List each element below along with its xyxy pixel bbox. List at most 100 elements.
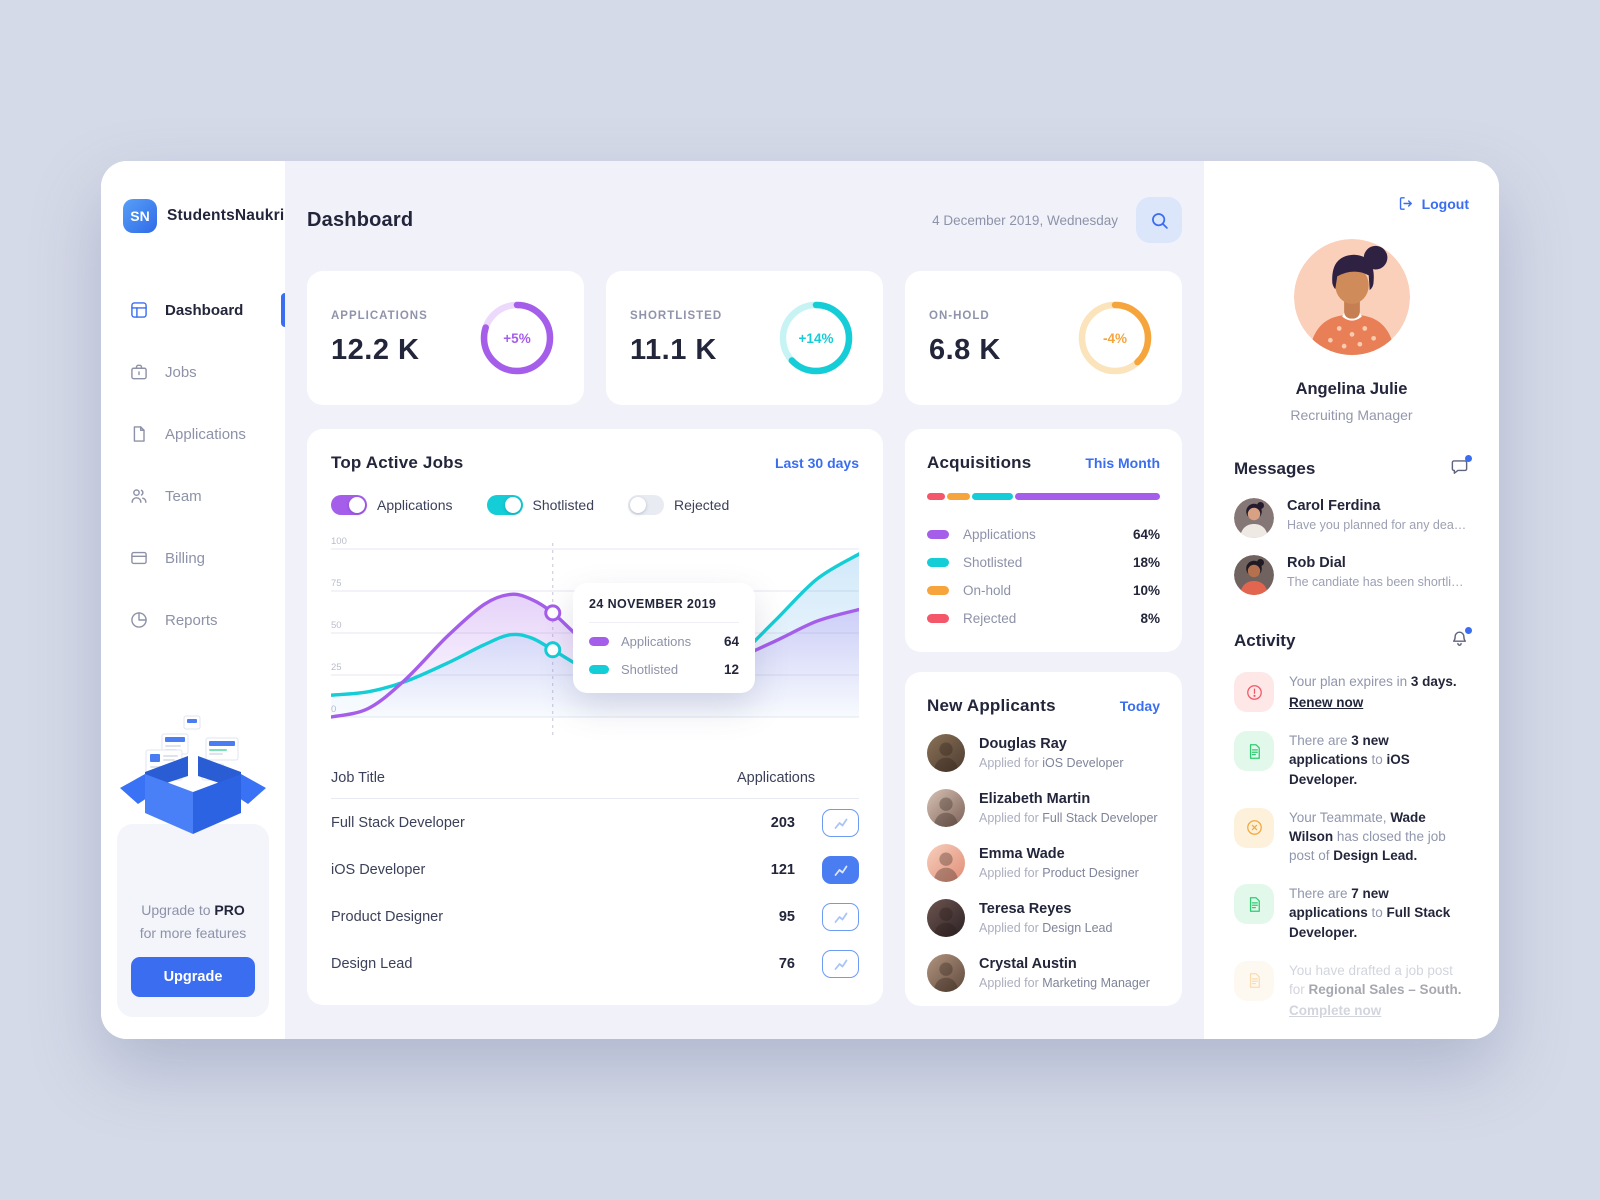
applicant-list-item[interactable]: Emma Wade Applied for Product Designer [927,844,1160,882]
activity-list: Your plan expires in 3 days. Renew now The… [1234,672,1469,1020]
message-preview: The candiate has been shortlisted... [1287,575,1469,589]
new-applicants-range-link[interactable]: Today [1119,698,1160,714]
stat-card-applications: APPLICATIONS 12.2 K +5% [307,271,584,405]
main-header: Dashboard 4 December 2019, Wednesday [307,197,1182,243]
activity-item: There are 7 new applications to Full Sta… [1234,884,1469,941]
chart-tooltip: 24 NOVEMBER 2019 Applications 64 Shotliste… [573,583,755,693]
new-applicants-list: Douglas Ray Applied for iOS Developer Eliz… [927,734,1160,992]
sidebar-item-applications[interactable]: Applications [101,403,285,465]
avatar [927,789,965,827]
stat-label: SHORTLISTED [630,309,723,322]
view-trend-button[interactable] [822,808,859,837]
applicant-list-item[interactable]: Douglas Ray Applied for iOS Developer [927,734,1160,772]
activity-text: There are 3 new applications to iOS Deve… [1289,733,1410,787]
message-list-item[interactable]: Rob Dial The candiate has been shortliste… [1234,555,1469,595]
document-icon [1249,973,1260,989]
col-job-title: Job Title [331,769,385,786]
applicant-name: Douglas Ray [979,736,1067,752]
page-title: Dashboard [307,208,414,231]
brand: SN StudentsNaukri [101,199,285,233]
sidebar-item-dashboard[interactable]: Dashboard [101,279,285,341]
jobs-range-link[interactable]: Last 30 days [774,455,859,471]
toggle-label: Applications [377,497,453,513]
new-applicants-title: New Applicants [927,696,1056,715]
sidebar-item-billing[interactable]: Billing [101,527,285,589]
applicant-list-item[interactable]: Crystal Austin Applied for Marketing Mana… [927,954,1160,992]
toggle-applications[interactable]: Applications [331,495,453,515]
jobs-table: Job Title Applications Full Stack Develope… [331,757,859,987]
sidebar-item-label: Billing [165,549,206,567]
upgrade-line1: Upgrade to PRO [141,902,245,918]
acquisitions-range-link[interactable]: This Month [1085,455,1160,471]
brand-logo-icon: SN [123,199,157,233]
view-trend-button[interactable] [822,855,859,884]
activity-icon-tile [1234,807,1274,848]
active-indicator [281,293,285,327]
upgrade-button[interactable]: Upgrade [131,957,255,997]
view-trend-button[interactable] [822,949,859,978]
toggle-switch[interactable] [486,495,523,515]
activity-text: There are 7 new applications to Full Sta… [1289,886,1451,940]
bar-segment-applications [1014,493,1160,500]
sidebar-item-team[interactable]: Team [101,465,285,527]
messages-title: Messages [1234,459,1316,478]
notification-dot [1465,455,1472,462]
legend-row-applications: Applications 64% [927,520,1160,548]
acquisitions-card: Acquisitions This Month Applications 64% S… [905,429,1182,652]
logout-button[interactable]: Logout [1397,195,1469,212]
toggle-rejected[interactable]: Rejected [627,495,730,515]
tooltip-row: Applications 64 [589,627,739,655]
pie-icon [131,612,147,628]
message-preview: Have you planned for any dealine... [1287,518,1469,532]
stat-label: APPLICATIONS [331,309,428,322]
messages-button[interactable] [1450,455,1472,481]
file-icon [133,426,145,442]
activity-notifications-button[interactable] [1450,627,1472,653]
view-trend-button[interactable] [822,902,859,931]
activity-title: Activity [1234,631,1296,650]
stat-value: 12.2 K [331,333,420,366]
right-sidebar: Logout [1204,161,1499,1039]
app-window: SN StudentsNaukri Dashboard Jobs Applicati… [101,161,1499,1039]
applicant-name: Elizabeth Martin [979,791,1091,807]
job-title: Full Stack Developer [331,814,465,831]
toggle-switch[interactable] [331,495,367,515]
avatar [927,899,965,937]
stat-delta: +5% [503,330,531,346]
sidebar-item-label: Reports [165,611,218,629]
activity-item: Your Teammate, Wade Wilson has closed th… [1234,807,1469,865]
applicant-applied-for: Applied for Product Designer [979,866,1139,880]
activity-link[interactable]: Complete now [1289,1003,1382,1019]
sidebar-item-label: Applications [165,425,246,443]
search-button[interactable] [1136,197,1182,243]
acquisitions-legend: Applications 64% Shotlisted 18% On-hold 10% Re… [927,520,1160,632]
message-list-item[interactable]: Carol Ferdina Have you planned for any de… [1234,498,1469,538]
sidebar-item-label: Jobs [165,363,197,381]
upgrade-section: Upgrade to PRO for more features Upgrade [117,715,269,1017]
sidebar-item-jobs[interactable]: Jobs [101,341,285,403]
stat-ring: -4% [1072,295,1158,381]
brand-name: StudentsNaukri [167,207,285,224]
toggle-shotlisted[interactable]: Shotlisted [486,495,594,515]
applicant-name: Teresa Reyes [979,901,1072,917]
applicant-list-item[interactable]: Teresa Reyes Applied for Design Lead [927,899,1160,937]
upgrade-line2: for more features [139,925,247,941]
applicant-name: Emma Wade [979,846,1065,862]
applicant-list-item[interactable]: Elizabeth Martin Applied for Full Stack D… [927,789,1160,827]
sidebar-item-label: Dashboard [165,301,244,319]
table-row: Full Stack Developer 203 [331,799,859,846]
sidebar-item-reports[interactable]: Reports [101,589,285,651]
toggle-label: Rejected [673,497,730,513]
left-sidebar: SN StudentsNaukri Dashboard Jobs Applicati… [101,161,285,1039]
toggle-switch[interactable] [627,495,664,515]
jobs-card-title: Top Active Jobs [331,453,464,472]
avatar [1234,498,1274,538]
card-icon [131,551,147,565]
job-title: Product Designer [331,908,444,925]
stat-value: 6.8 K [929,333,1001,366]
applications-count: 95 [778,908,795,925]
activity-link[interactable]: Renew now [1289,695,1364,711]
activity-icon-tile [1234,731,1274,772]
acquisitions-title: Acquisitions [927,453,1032,472]
profile-name: Angelina Julie [1295,380,1408,398]
